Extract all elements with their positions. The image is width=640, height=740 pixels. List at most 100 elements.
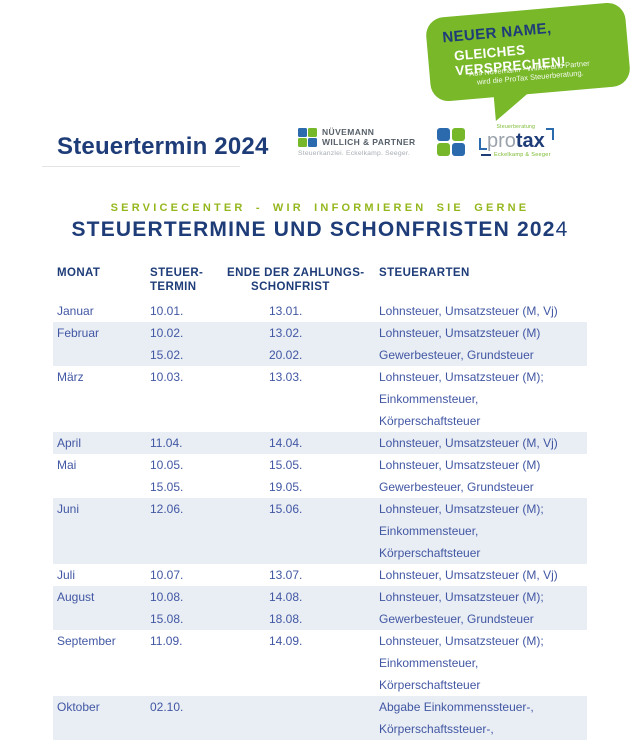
table-group-januar: Januar 10.01. 13.01. Lohnsteuer, Umsatzsteu… [53, 300, 587, 322]
table-row: Oktober 02.10. Abgabe Einkommenssteuer-, [57, 696, 583, 718]
protax-wordmark: protax [478, 128, 554, 152]
table-row: Mai 10.05. 15.05. Lohnsteuer, Umsatzsteuer … [57, 454, 583, 476]
column-header-steuertermin-line1: STEUER- [150, 267, 204, 279]
cell-frist [227, 718, 379, 740]
cell-frist [227, 388, 379, 432]
table-row: März 10.03. 13.03. Lohnsteuer, Umsatzsteuer… [57, 366, 583, 388]
cell-monat [57, 388, 143, 432]
cell-frist: 20.02. [269, 348, 303, 362]
nuevemann-willich-partner-logo: NÜVEMANN WILLICH & PARTNER Steuerkanzlei… [298, 127, 428, 157]
cell-arten: Lohnsteuer, Umsatzsteuer (M) [379, 326, 541, 340]
cell-arten: Körperschaftssteuer-, [379, 722, 494, 736]
table-row: 15.05. 19.05. Gewerbesteuer, Grundsteuer [57, 476, 583, 498]
cell-monat: August [57, 590, 95, 604]
cell-monat [57, 520, 143, 564]
cell-frist: 13.07. [269, 568, 303, 582]
protax-tagline-bottom-text: Eckelkamp & Seeger [494, 152, 551, 158]
cell-termin: 15.08. [150, 612, 184, 626]
table-group-august: August 10.08. 14.08. Lohnsteuer, Umsatzsteu… [53, 586, 587, 630]
table-row: Einkommensteuer, Körperschaftsteuer [57, 652, 583, 696]
cell-frist: 14.08. [269, 590, 303, 604]
cell-frist: 13.02. [269, 326, 303, 340]
cell-monat: April [57, 436, 82, 450]
table-row: April 11.04. 14.04. Lohnsteuer, Umsatzsteue… [57, 432, 583, 454]
bubble-tail [493, 92, 532, 122]
cell-arten: Gewerbesteuer, Grundsteuer [379, 612, 534, 626]
square-green-icon [308, 128, 317, 137]
cell-arten: Abgabe Einkommenssteuer-, [379, 700, 534, 714]
column-header-schonfrist-line2: SCHONFRIST [251, 281, 330, 293]
cell-arten: Einkommensteuer, Körperschaftsteuer [379, 656, 481, 692]
table-row: Körperschaftssteuer-, [57, 718, 583, 740]
table-row: Juni 12.06. 15.06. Lohnsteuer, Umsatzsteuer… [57, 498, 583, 520]
cell-frist: 13.01. [269, 304, 303, 318]
square-green-icon [452, 127, 465, 141]
announcement-bubble: NEUER NAME, GLEICHES VERSPRECHEN! Aus Nü… [424, 1, 632, 122]
cell-arten: Lohnsteuer, Umsatzsteuer (M, Vj) [379, 436, 558, 450]
section-heading-main: STEUERTERMINE UND SCHONFRISTEN 202 [71, 218, 556, 241]
cell-termin: 10.01. [150, 304, 184, 318]
column-header-monat: MONAT [57, 267, 101, 279]
table-group-juni: Juni 12.06. 15.06. Lohnsteuer, Umsatzsteuer… [53, 498, 587, 564]
cell-termin [143, 520, 227, 564]
table-group-april: April 11.04. 14.04. Lohnsteuer, Umsatzsteue… [53, 432, 587, 454]
cell-termin: 10.05. [150, 458, 184, 472]
table-row: 15.02. 20.02. Gewerbesteuer, Grundsteuer [57, 344, 583, 366]
protax-squares-icon [437, 127, 465, 156]
square-green-icon [298, 138, 307, 147]
tax-table-body: Januar 10.01. 13.01. Lohnsteuer, Umsatzsteu… [53, 300, 587, 740]
section-heading-last-char: 4 [555, 218, 569, 241]
cell-arten: Gewerbesteuer, Grundsteuer [379, 480, 534, 494]
cell-arten: Lohnsteuer, Umsatzsteuer (M); [379, 502, 544, 516]
cell-frist [227, 520, 379, 564]
protax-word-tax: tax [515, 130, 545, 152]
cell-frist: 13.03. [269, 370, 303, 384]
cell-monat [57, 652, 143, 696]
section-heading: STEUERTERMINE UND SCHONFRISTEN 2024 [0, 218, 640, 242]
cell-termin: 10.03. [150, 370, 184, 384]
tax-deadlines-table: MONAT STEUER- TERMIN ENDE DER ZAHLUNGS- … [53, 266, 587, 740]
cell-frist: 19.05. [269, 480, 303, 494]
cell-termin: 10.08. [150, 590, 184, 604]
table-row: Januar 10.01. 13.01. Lohnsteuer, Umsatzsteu… [57, 300, 583, 322]
cell-monat: März [57, 370, 84, 384]
column-header-schonfrist-line1: ENDE DER ZAHLUNGS- [227, 267, 365, 279]
cell-termin: 10.02. [150, 326, 184, 340]
protax-tagline-top: Steuerberatung [496, 124, 536, 130]
cell-termin: 11.04. [150, 436, 183, 450]
table-group-oktober: Oktober 02.10. Abgabe Einkommenssteuer-, Kö… [53, 696, 587, 740]
protax-word-pro: pro [486, 130, 516, 152]
dash-icon [481, 153, 491, 156]
cell-termin: 15.02. [150, 348, 184, 362]
square-blue-icon [452, 142, 465, 156]
title-underline [42, 166, 240, 167]
table-group-märz: März 10.03. 13.03. Lohnsteuer, Umsatzsteuer… [53, 366, 587, 432]
table-group-september: September 11.09. 14.09. Lohnsteuer, Umsatzs… [53, 630, 587, 696]
cell-termin: 02.10. [150, 700, 184, 714]
table-row: 15.08. 18.08. Gewerbesteuer, Grundsteuer [57, 608, 583, 630]
cell-monat: Mai [57, 458, 77, 472]
cell-frist [227, 696, 379, 718]
cell-monat [57, 718, 143, 740]
cell-termin: 10.07. [150, 568, 184, 582]
table-group-februar: Februar 10.02. 13.02. Lohnsteuer, Umsatzste… [53, 322, 587, 366]
cell-monat: Juli [57, 568, 76, 582]
column-header-steuertermin-line2: TERMIN [150, 281, 197, 293]
square-blue-icon [308, 138, 317, 147]
cell-monat: Juni [57, 502, 80, 516]
cell-monat: September [57, 634, 116, 648]
column-header-schonfrist: ENDE DER ZAHLUNGS- SCHONFRIST [227, 266, 379, 294]
logo-squares-icon [298, 128, 317, 147]
cell-termin [143, 652, 227, 696]
cell-arten: Lohnsteuer, Umsatzsteuer (M, Vj) [379, 568, 558, 582]
logo-subtitle: Steuerkanzlei. Eckelkamp. Seeger. [298, 150, 411, 157]
cell-monat: Februar [57, 326, 100, 340]
cell-arten: Gewerbesteuer, Grundsteuer [379, 348, 534, 362]
table-row: August 10.08. 14.08. Lohnsteuer, Umsatzsteu… [57, 586, 583, 608]
cell-frist [227, 652, 379, 696]
page-title: Steuertermin 2024 [57, 133, 269, 160]
bracket-left-icon [478, 138, 487, 150]
cell-termin [143, 388, 227, 432]
cell-monat: Januar [57, 304, 94, 318]
cell-termin: 15.05. [150, 480, 184, 494]
